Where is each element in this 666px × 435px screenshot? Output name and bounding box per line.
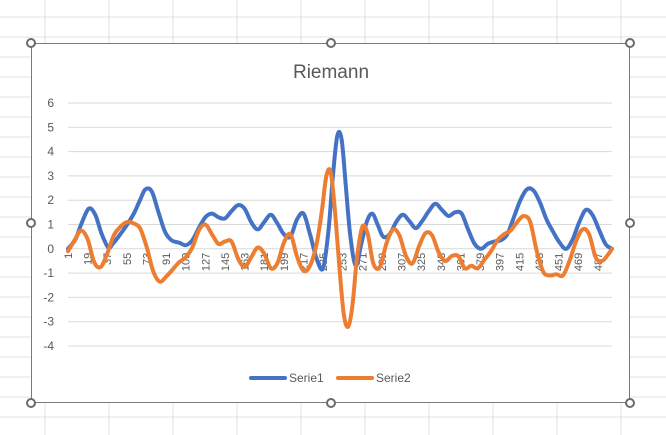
y-tick-label: -2 [43,290,54,304]
legend-label-serie1: Serie1 [289,371,324,385]
x-tick-label: 397 [495,253,507,271]
chart-frame[interactable]: Riemann -4 -3 -2 -1 0 1 2 3 4 5 6 1 19 37 55 73 91 109 12… [26,38,635,408]
series-line-2[interactable] [66,167,614,329]
y-tick-label: -4 [43,339,54,353]
x-tick-label: 91 [161,253,173,265]
y-tick-label: 4 [47,145,54,159]
x-tick-label: 199 [279,253,291,271]
chart-title: Riemann [293,62,369,83]
resize-handle-middle-right[interactable] [625,218,635,228]
x-tick-label: 343 [436,253,448,271]
resize-handle-middle-left[interactable] [26,218,36,228]
resize-handle-bottom-center[interactable] [326,398,336,408]
x-tick-label: 127 [200,253,212,271]
x-tick-label: 145 [220,253,232,271]
y-tick-label: 2 [47,193,54,207]
series-lines [66,129,614,329]
y-tick-label: 0 [47,242,54,256]
x-tick-label: 469 [573,253,585,271]
x-tick-label: 1 [63,253,75,259]
x-tick-label: 415 [514,253,526,271]
y-tick-label: -3 [43,315,54,329]
y-tick-label: -1 [43,266,54,280]
y-tick-label: 5 [47,120,54,134]
x-tick-label: 55 [122,253,134,265]
x-tick-label: 325 [416,253,428,271]
legend[interactable]: Serie1 Serie2 [249,371,411,385]
resize-handle-top-left[interactable] [26,38,36,48]
y-tick-label: 1 [47,218,54,232]
resize-handle-top-right[interactable] [625,38,635,48]
x-axis-tick-labels: 1 19 37 55 73 91 109 127 145 163 181 199 217 235 253 27… [63,253,605,271]
resize-handle-bottom-right[interactable] [625,398,635,408]
legend-label-serie2: Serie2 [376,371,411,385]
resize-handle-bottom-left[interactable] [26,398,36,408]
resize-handle-top-center[interactable] [326,38,336,48]
y-tick-label: 3 [47,169,54,183]
x-tick-label: 451 [554,253,566,271]
y-axis-tick-labels: -4 -3 -2 -1 0 1 2 3 4 5 6 [43,96,54,353]
series-line-1[interactable] [66,129,614,272]
y-tick-label: 6 [47,96,54,110]
